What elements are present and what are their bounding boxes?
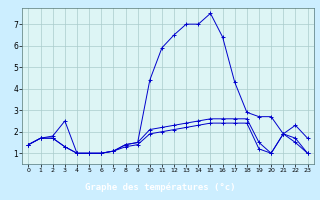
- Text: Graphe des températures (°c): Graphe des températures (°c): [85, 183, 235, 192]
